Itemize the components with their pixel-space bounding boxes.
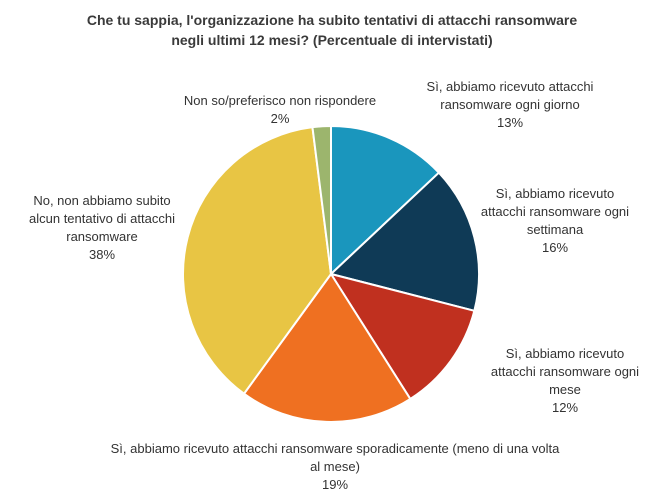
chart-title: Che tu sappia, l'organizzazione ha subit…	[86, 12, 578, 48]
pie-slice	[328, 171, 480, 313]
category-label: No, non abbiamo subito alcun tentativo d…	[29, 193, 175, 244]
value-label: 12%	[551, 400, 579, 415]
category-label: Sì, abbiamo ricevuto attacchi ransomware…	[490, 346, 640, 397]
slice-label: No, non abbiamo subito alcun tentativo d…	[22, 192, 182, 264]
pie-slice	[182, 126, 333, 396]
pie-slice	[328, 272, 476, 401]
value-label: 19%	[321, 477, 349, 492]
pie-slice	[330, 124, 441, 277]
slice-label: Sì, abbiamo ricevuto attacchi ransomware…	[485, 345, 645, 417]
slice-label: Sì, abbiamo ricevuto attacchi ransomware…	[475, 185, 635, 257]
slice-label: Non so/preferisco non rispondere 2%	[170, 92, 390, 128]
category-label: Sì, abbiamo ricevuto attacchi ransomware…	[110, 441, 560, 474]
category-label: Non so/preferisco non rispondere	[183, 93, 377, 108]
category-label: Sì, abbiamo ricevuto attacchi ransomware…	[480, 186, 630, 237]
value-label: 38%	[88, 247, 116, 262]
value-label: 13%	[496, 115, 524, 130]
category-label: Sì, abbiamo ricevuto attacchi ransomware…	[426, 79, 594, 112]
pie-slice	[311, 124, 332, 275]
slice-label: Sì, abbiamo ricevuto attacchi ransomware…	[105, 440, 565, 494]
pie-slice	[242, 272, 412, 423]
value-label: 16%	[541, 240, 569, 255]
slice-label: Sì, abbiamo ricevuto attacchi ransomware…	[425, 78, 595, 132]
value-label: 2%	[270, 111, 290, 126]
